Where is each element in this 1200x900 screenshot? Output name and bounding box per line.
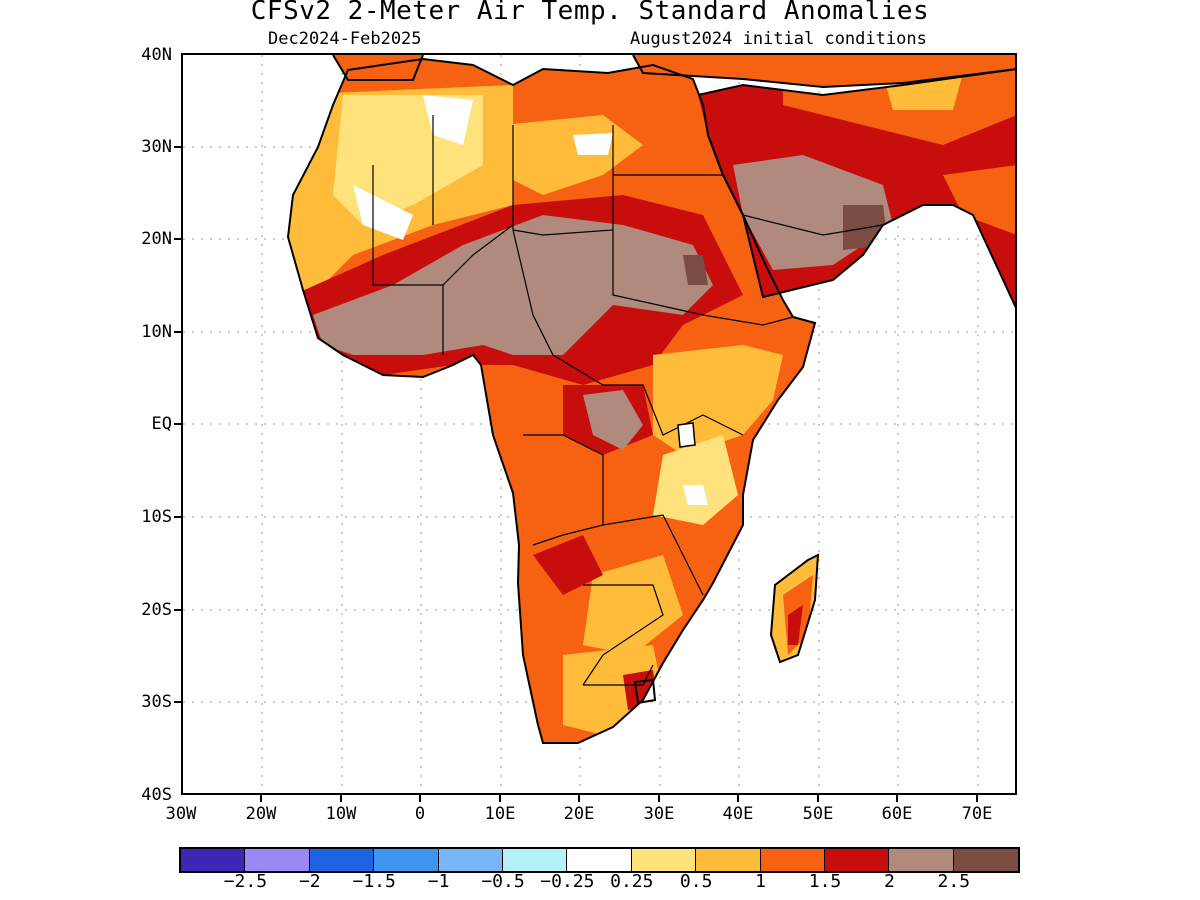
coastlines — [286, 55, 1015, 744]
color-bar-segment — [438, 849, 503, 871]
lat-label-30n: 30N — [141, 137, 172, 157]
color-bar-label: 2 — [883, 871, 895, 892]
lon-tick — [896, 793, 898, 802]
forecast-period: Dec2024-Feb2025 — [268, 29, 422, 49]
initial-conditions: August2024 initial conditions — [630, 29, 927, 49]
color-bar-segment — [889, 849, 954, 871]
country-borders — [372, 115, 884, 686]
lon-label-0: 0 — [414, 804, 426, 824]
lake-victoria — [677, 422, 696, 448]
lat-tick — [174, 331, 183, 333]
lon-tick — [737, 793, 739, 802]
color-bar-label: −2 — [298, 871, 321, 892]
southeast-europe-anomaly — [633, 55, 1015, 87]
color-bar-segment — [374, 849, 439, 871]
color-bar-label: 0.25 — [610, 871, 654, 892]
lon-tick — [658, 793, 660, 802]
lat-label-40n: 40N — [141, 45, 172, 65]
lon-label-30e: 30E — [643, 804, 675, 824]
lon-label-20e: 20E — [563, 804, 595, 824]
lat-label-40s: 40S — [141, 785, 172, 805]
color-bar-label: 0.5 — [679, 871, 713, 892]
color-bar-label: 1 — [755, 871, 767, 892]
color-bar-label: −1.5 — [352, 871, 396, 892]
lon-label-60e: 60E — [881, 804, 913, 824]
lon-tick — [578, 793, 580, 802]
lat-label-eq: EQ — [151, 414, 172, 434]
lon-tick — [976, 793, 978, 802]
iberia-anomaly — [333, 55, 423, 80]
color-bar-segment — [309, 849, 375, 871]
lon-label-70e: 70E — [961, 804, 993, 824]
color-bar-label: −2.5 — [223, 871, 268, 892]
color-bar-label: −0.5 — [481, 871, 525, 892]
color-bar-label: 1.5 — [808, 871, 842, 892]
lat-tick — [174, 516, 183, 518]
lat-label-20s: 20S — [141, 600, 172, 620]
color-bar-segment — [953, 849, 1019, 871]
color-bar-segment — [696, 849, 761, 871]
lon-label-40e: 40E — [722, 804, 754, 824]
lat-tick — [174, 146, 183, 148]
lat-label-10n: 10N — [141, 322, 172, 342]
lat-label-30s: 30S — [141, 692, 172, 712]
color-bar-segment — [824, 849, 890, 871]
color-bar-segment — [245, 849, 310, 871]
lon-label-10w: 10W — [325, 804, 357, 824]
lesotho-outline — [633, 678, 657, 705]
lat-label-20n: 20N — [141, 229, 172, 249]
lat-tick — [174, 423, 183, 425]
color-bar-segment — [567, 849, 632, 871]
lon-tick — [817, 793, 819, 802]
lon-label-30w: 30W — [165, 804, 197, 824]
color-bar-label: −1 — [427, 871, 450, 892]
color-bar-label: 2.5 — [937, 871, 971, 892]
anomaly-map — [183, 55, 1015, 793]
chart-title: CFSv2 2-Meter Air Temp. Standard Anomali… — [250, 0, 930, 26]
lon-tick — [340, 793, 342, 802]
map-plot — [181, 53, 1017, 795]
color-bar — [179, 847, 1021, 873]
lon-label-50e: 50E — [802, 804, 834, 824]
color-bar-label: −0.25 — [540, 871, 595, 892]
lat-tick — [174, 701, 183, 703]
color-bar-segment — [181, 849, 246, 871]
lon-label-20w: 20W — [245, 804, 277, 824]
lon-tick — [260, 793, 262, 802]
lat-tick — [174, 238, 183, 240]
lon-tick — [499, 793, 501, 802]
lat-tick — [174, 609, 183, 611]
lat-label-10s: 10S — [141, 507, 172, 527]
color-bar-segment — [502, 849, 568, 871]
color-bar-segment — [760, 849, 825, 871]
color-bar-segment — [631, 849, 697, 871]
lon-tick — [419, 793, 421, 802]
lon-label-10e: 10E — [484, 804, 516, 824]
